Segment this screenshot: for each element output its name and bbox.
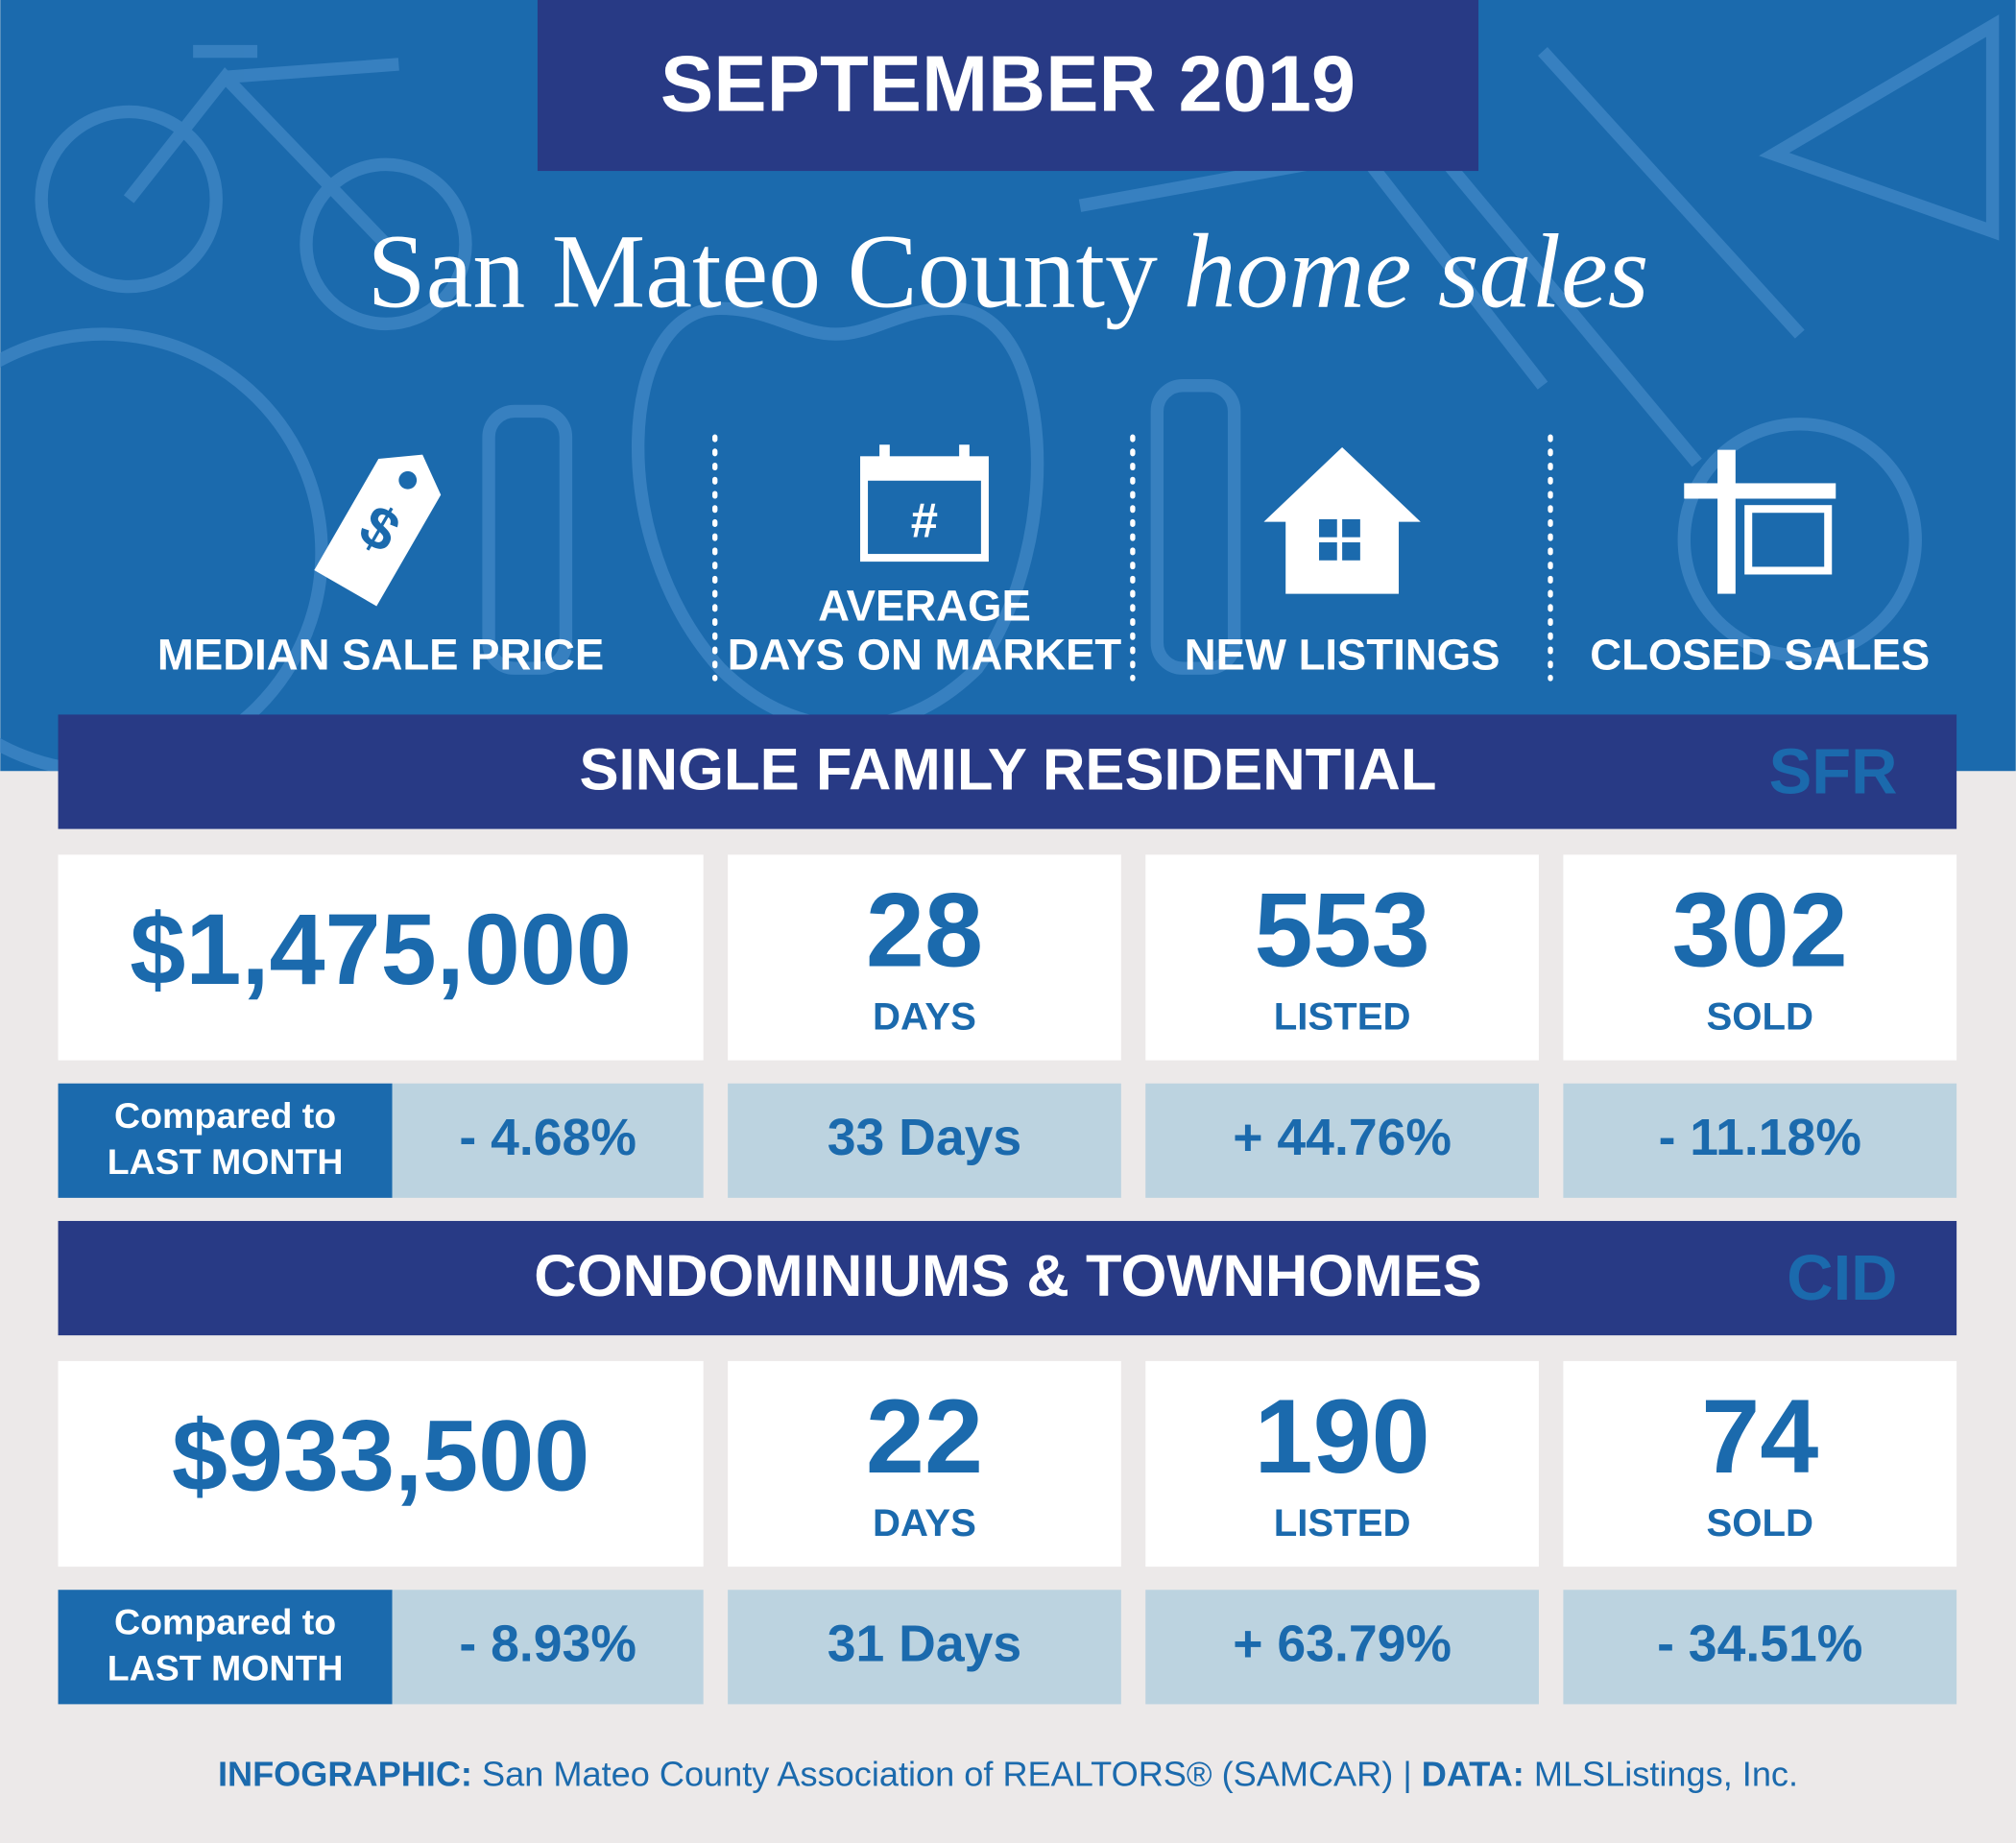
- change-cell: [1145, 1590, 1539, 1705]
- metric-label: NEW LISTINGS: [1185, 631, 1500, 680]
- sign-icon: [1684, 449, 1836, 594]
- metric-label: DAYS ON MARKET: [728, 631, 1122, 680]
- change: - 4.68%: [459, 1110, 636, 1166]
- title: San Mateo County home sales: [368, 213, 1649, 330]
- change-cell: [1563, 1083, 1957, 1198]
- month: SEPTEMBER 2019: [660, 39, 1356, 129]
- change-cell: [392, 1083, 704, 1198]
- compare-label: Compared to: [114, 1601, 336, 1641]
- section-band: [58, 1220, 1957, 1336]
- compare-label-box: [58, 1590, 393, 1705]
- calendar-symbol: #: [911, 493, 938, 548]
- value: 74: [1701, 1378, 1818, 1496]
- value-cell: [58, 1360, 704, 1568]
- compare-label: Compared to: [114, 1095, 336, 1136]
- value-cell: [1563, 854, 1957, 1061]
- price-tag-icon: $: [314, 454, 442, 607]
- change: - 11.18%: [1659, 1110, 1861, 1166]
- value-cell: [728, 1360, 1121, 1568]
- value: 190: [1255, 1378, 1430, 1496]
- unit: DAYS: [873, 994, 976, 1038]
- value-cell: [1145, 1360, 1539, 1568]
- title-main: San Mateo County: [368, 213, 1158, 330]
- compare-label-box: [58, 1083, 393, 1198]
- value: 22: [866, 1378, 983, 1496]
- unit: SOLD: [1706, 1501, 1813, 1544]
- footer-label: INFOGRAPHIC:: [218, 1754, 472, 1793]
- change: - 8.93%: [459, 1616, 636, 1673]
- change-cell: [728, 1083, 1121, 1198]
- value-cell: [1563, 1360, 1957, 1568]
- unit: DAYS: [873, 1501, 976, 1544]
- value-cell: [1145, 854, 1539, 1061]
- value: 553: [1255, 872, 1430, 989]
- section-band: [58, 714, 1957, 829]
- section-title: SINGLE FAMILY RESIDENTIAL: [579, 736, 1436, 802]
- value: 28: [866, 872, 983, 989]
- month-box: [537, 0, 1479, 172]
- metric-label: MEDIAN SALE PRICE: [157, 631, 604, 680]
- unit: LISTED: [1274, 1501, 1411, 1544]
- footer-text: MLSListings, Inc.: [1524, 1754, 1798, 1793]
- change: + 44.76%: [1233, 1110, 1452, 1166]
- section-code: SFR: [1769, 735, 1898, 807]
- unit: LISTED: [1274, 994, 1411, 1038]
- change-cell: [1563, 1590, 1957, 1705]
- change-cell: [728, 1590, 1121, 1705]
- change: + 63.79%: [1233, 1616, 1452, 1673]
- change-cell: [392, 1590, 704, 1705]
- sections: SINGLE FAMILY RESIDENTIAL SFR $1,475,000 Co…: [58, 714, 1957, 1705]
- value-cell: [728, 854, 1121, 1061]
- unit: SOLD: [1706, 994, 1813, 1038]
- title-italic: home sales: [1184, 213, 1649, 330]
- section-title: CONDOMINIUMS & TOWNHOMES: [534, 1243, 1482, 1309]
- footer-text: San Mateo County Association of REALTORS…: [472, 1754, 1422, 1793]
- value: $933,500: [172, 1400, 590, 1513]
- separators: [712, 434, 1553, 682]
- change-cell: [1145, 1083, 1539, 1198]
- section-code: CID: [1787, 1242, 1897, 1314]
- compare-label: LAST MONTH: [108, 1647, 344, 1687]
- footer: INFOGRAPHIC: San Mateo County Associatio…: [218, 1754, 1798, 1793]
- metric-label: AVERAGE: [818, 582, 1031, 631]
- calendar-icon: #: [860, 444, 989, 562]
- footer-label: DATA:: [1422, 1754, 1524, 1793]
- change: 31 Days: [828, 1616, 1021, 1673]
- change: - 34.51%: [1657, 1616, 1862, 1673]
- house-icon: [1263, 446, 1421, 594]
- background-decorations: [0, 14, 2000, 778]
- change: 33 Days: [828, 1110, 1021, 1166]
- value: $1,475,000: [130, 894, 632, 1006]
- compare-label: LAST MONTH: [108, 1141, 344, 1182]
- metric-label: CLOSED SALES: [1590, 631, 1930, 680]
- value: 302: [1672, 872, 1848, 989]
- value-cell: [58, 854, 704, 1061]
